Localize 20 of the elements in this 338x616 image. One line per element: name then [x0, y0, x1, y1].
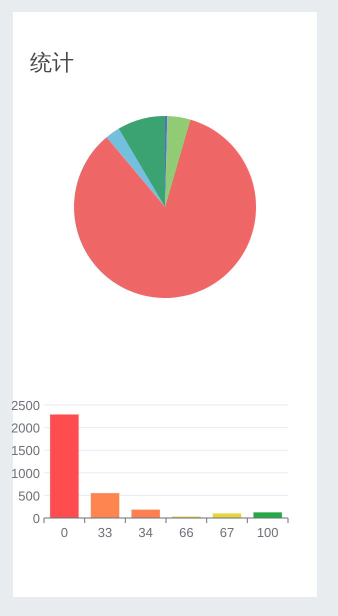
y-tick-label: 2500 [11, 398, 40, 413]
x-tick-label: 0 [60, 525, 68, 540]
x-tick-label: 33 [98, 525, 112, 540]
pie-slice [118, 116, 165, 207]
bar [90, 493, 120, 518]
pie-slice [74, 120, 256, 298]
y-tick-label: 2000 [11, 420, 40, 436]
y-tick-label: 1000 [11, 466, 40, 481]
y-tick-label: 1500 [11, 443, 40, 458]
x-tick-label: 34 [138, 525, 153, 540]
x-tick-label: 67 [220, 525, 234, 540]
chart-title: 统计 [30, 50, 74, 75]
x-tick-label: 66 [179, 525, 194, 540]
y-tick-label: 0 [32, 511, 40, 526]
bar [50, 414, 79, 518]
pie-slice [106, 128, 165, 207]
bar [131, 510, 160, 518]
pie-slice [165, 116, 190, 207]
y-tick-label: 500 [18, 488, 40, 504]
x-tick-label: 100 [256, 525, 279, 540]
